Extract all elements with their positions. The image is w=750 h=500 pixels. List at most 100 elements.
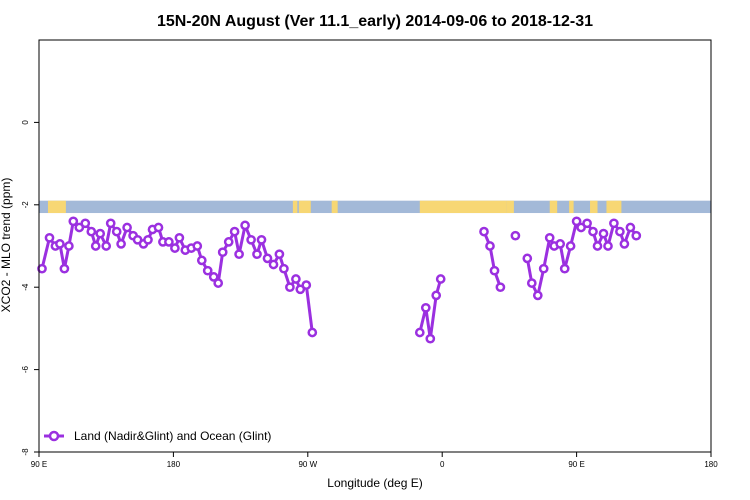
data-point [105, 218, 116, 229]
map-land [419, 200, 507, 214]
chart-title: 15N-20N August (Ver 11.1_early) 2014-09-… [157, 13, 593, 30]
data-point [555, 239, 566, 249]
data-point [625, 222, 636, 233]
y-axis-label: XCO2 - MLO trend (ppm) [0, 178, 13, 313]
data-point [122, 222, 132, 233]
data-point [479, 226, 489, 237]
series-layer [37, 216, 642, 344]
map-land [590, 200, 598, 214]
data-point [532, 290, 543, 301]
data-point [435, 274, 446, 284]
data-point [116, 239, 126, 249]
data-point [414, 327, 425, 338]
legend-label: Land (Nadir&Glint) and Ocean (Glint) [74, 429, 271, 443]
legend-marker-swatch [48, 430, 60, 442]
y-tick-label: 0 [21, 120, 30, 125]
data-point [609, 218, 619, 229]
data-point [538, 263, 549, 274]
data-point [240, 220, 250, 231]
x-axis-label: Longitude (deg E) [327, 476, 422, 490]
data-point [229, 226, 240, 237]
data-point [217, 247, 228, 258]
x-tick-label: 180 [704, 460, 718, 469]
data-point [279, 263, 289, 274]
data-point [164, 237, 174, 247]
map-land [292, 200, 298, 214]
data-point [213, 278, 224, 288]
data-point [64, 241, 74, 251]
data-point [420, 302, 431, 313]
data-point [37, 263, 47, 274]
data-point [592, 241, 603, 251]
y-axis-ticks: -8 -6 -4 -2 0 [21, 120, 39, 456]
data-point [95, 228, 106, 239]
data-point [202, 265, 213, 276]
data-point [208, 272, 219, 282]
data-point [80, 218, 91, 229]
data-point [223, 237, 234, 247]
x-tick-label: 0 [440, 460, 445, 469]
data-point [565, 241, 576, 251]
data-point [588, 226, 598, 237]
data-point [510, 230, 521, 241]
map-land [331, 200, 338, 214]
data-point [44, 232, 55, 243]
data-point [598, 228, 609, 239]
y-tick-label: -2 [21, 201, 30, 209]
data-point [86, 226, 97, 237]
data-point [268, 259, 279, 270]
data-point [582, 218, 592, 229]
map-ocean [39, 200, 711, 214]
data-point [111, 226, 122, 237]
data-point [619, 239, 630, 249]
map-land [298, 200, 311, 214]
x-tick-label: 90 E [568, 460, 584, 469]
data-point [101, 241, 112, 251]
data-point [153, 222, 164, 233]
data-point [425, 333, 436, 344]
x-axis-ticks: 90 E 180 90 W 0 90 E 180 [31, 452, 718, 469]
data-point [196, 255, 207, 266]
data-point [285, 282, 295, 293]
map-land [47, 200, 66, 214]
data-point [68, 216, 79, 227]
x-tick-label: 90 E [31, 460, 47, 469]
data-point [55, 239, 65, 249]
x-tick-label: 90 W [298, 460, 317, 469]
data-point [59, 263, 70, 274]
data-point [143, 234, 153, 245]
data-point [174, 232, 185, 243]
data-point [431, 290, 442, 301]
data-point [571, 216, 582, 227]
map-land [506, 200, 514, 214]
data-point [256, 234, 267, 245]
data-point [246, 234, 256, 245]
data-point [526, 278, 537, 288]
plot-frame [38, 39, 712, 453]
data-point [631, 230, 642, 241]
data-point [262, 253, 273, 264]
data-point [170, 243, 180, 253]
legend: Land (Nadir&Glint) and Ocean (Glint) [44, 429, 271, 443]
data-point [603, 241, 613, 251]
y-tick-label: -4 [21, 283, 30, 291]
map-land [569, 200, 574, 214]
data-point [559, 263, 570, 274]
data-point [489, 265, 500, 276]
x-tick-label: 180 [167, 460, 181, 469]
data-point [301, 280, 312, 290]
data-point [495, 282, 506, 293]
map-strip [39, 200, 711, 214]
y-tick-label: -8 [21, 448, 30, 456]
map-land [549, 200, 558, 214]
data-point [522, 253, 533, 264]
data-point [307, 327, 318, 338]
data-point [485, 241, 495, 251]
y-tick-label: -6 [21, 365, 30, 373]
data-point [252, 249, 262, 260]
data-point [544, 232, 555, 243]
data-point [234, 249, 244, 260]
map-land [606, 200, 622, 214]
series-line [482, 231, 502, 288]
data-point [90, 241, 101, 251]
